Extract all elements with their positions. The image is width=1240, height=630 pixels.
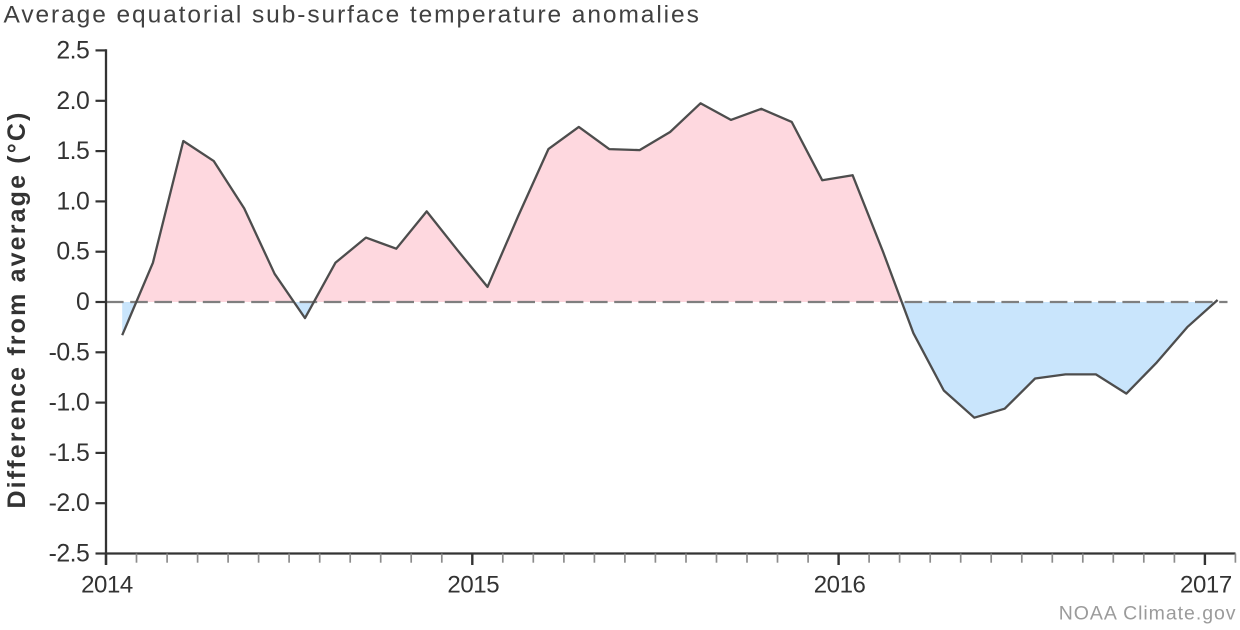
svg-text:Difference from average (°C): Difference from average (°C) (3, 110, 31, 508)
svg-text:-0.5: -0.5 (49, 339, 90, 366)
svg-text:NOAA Climate.gov: NOAA Climate.gov (1059, 603, 1237, 625)
svg-text:1.0: 1.0 (56, 188, 89, 215)
svg-text:Average equatorial sub-surface: Average equatorial sub-surface temperatu… (4, 2, 701, 29)
svg-text:-2.5: -2.5 (49, 541, 90, 568)
svg-text:-1.0: -1.0 (49, 390, 90, 417)
svg-text:-2.0: -2.0 (49, 490, 90, 517)
svg-text:2.0: 2.0 (56, 88, 89, 115)
svg-text:1.5: 1.5 (56, 138, 89, 165)
svg-text:2015: 2015 (447, 571, 499, 598)
svg-text:-1.5: -1.5 (49, 440, 90, 467)
svg-text:2.5: 2.5 (56, 37, 89, 64)
svg-text:2014: 2014 (81, 571, 133, 598)
svg-text:2017: 2017 (1180, 571, 1232, 598)
svg-text:2016: 2016 (814, 571, 866, 598)
svg-text:0.5: 0.5 (56, 239, 89, 266)
svg-text:0: 0 (76, 289, 89, 316)
